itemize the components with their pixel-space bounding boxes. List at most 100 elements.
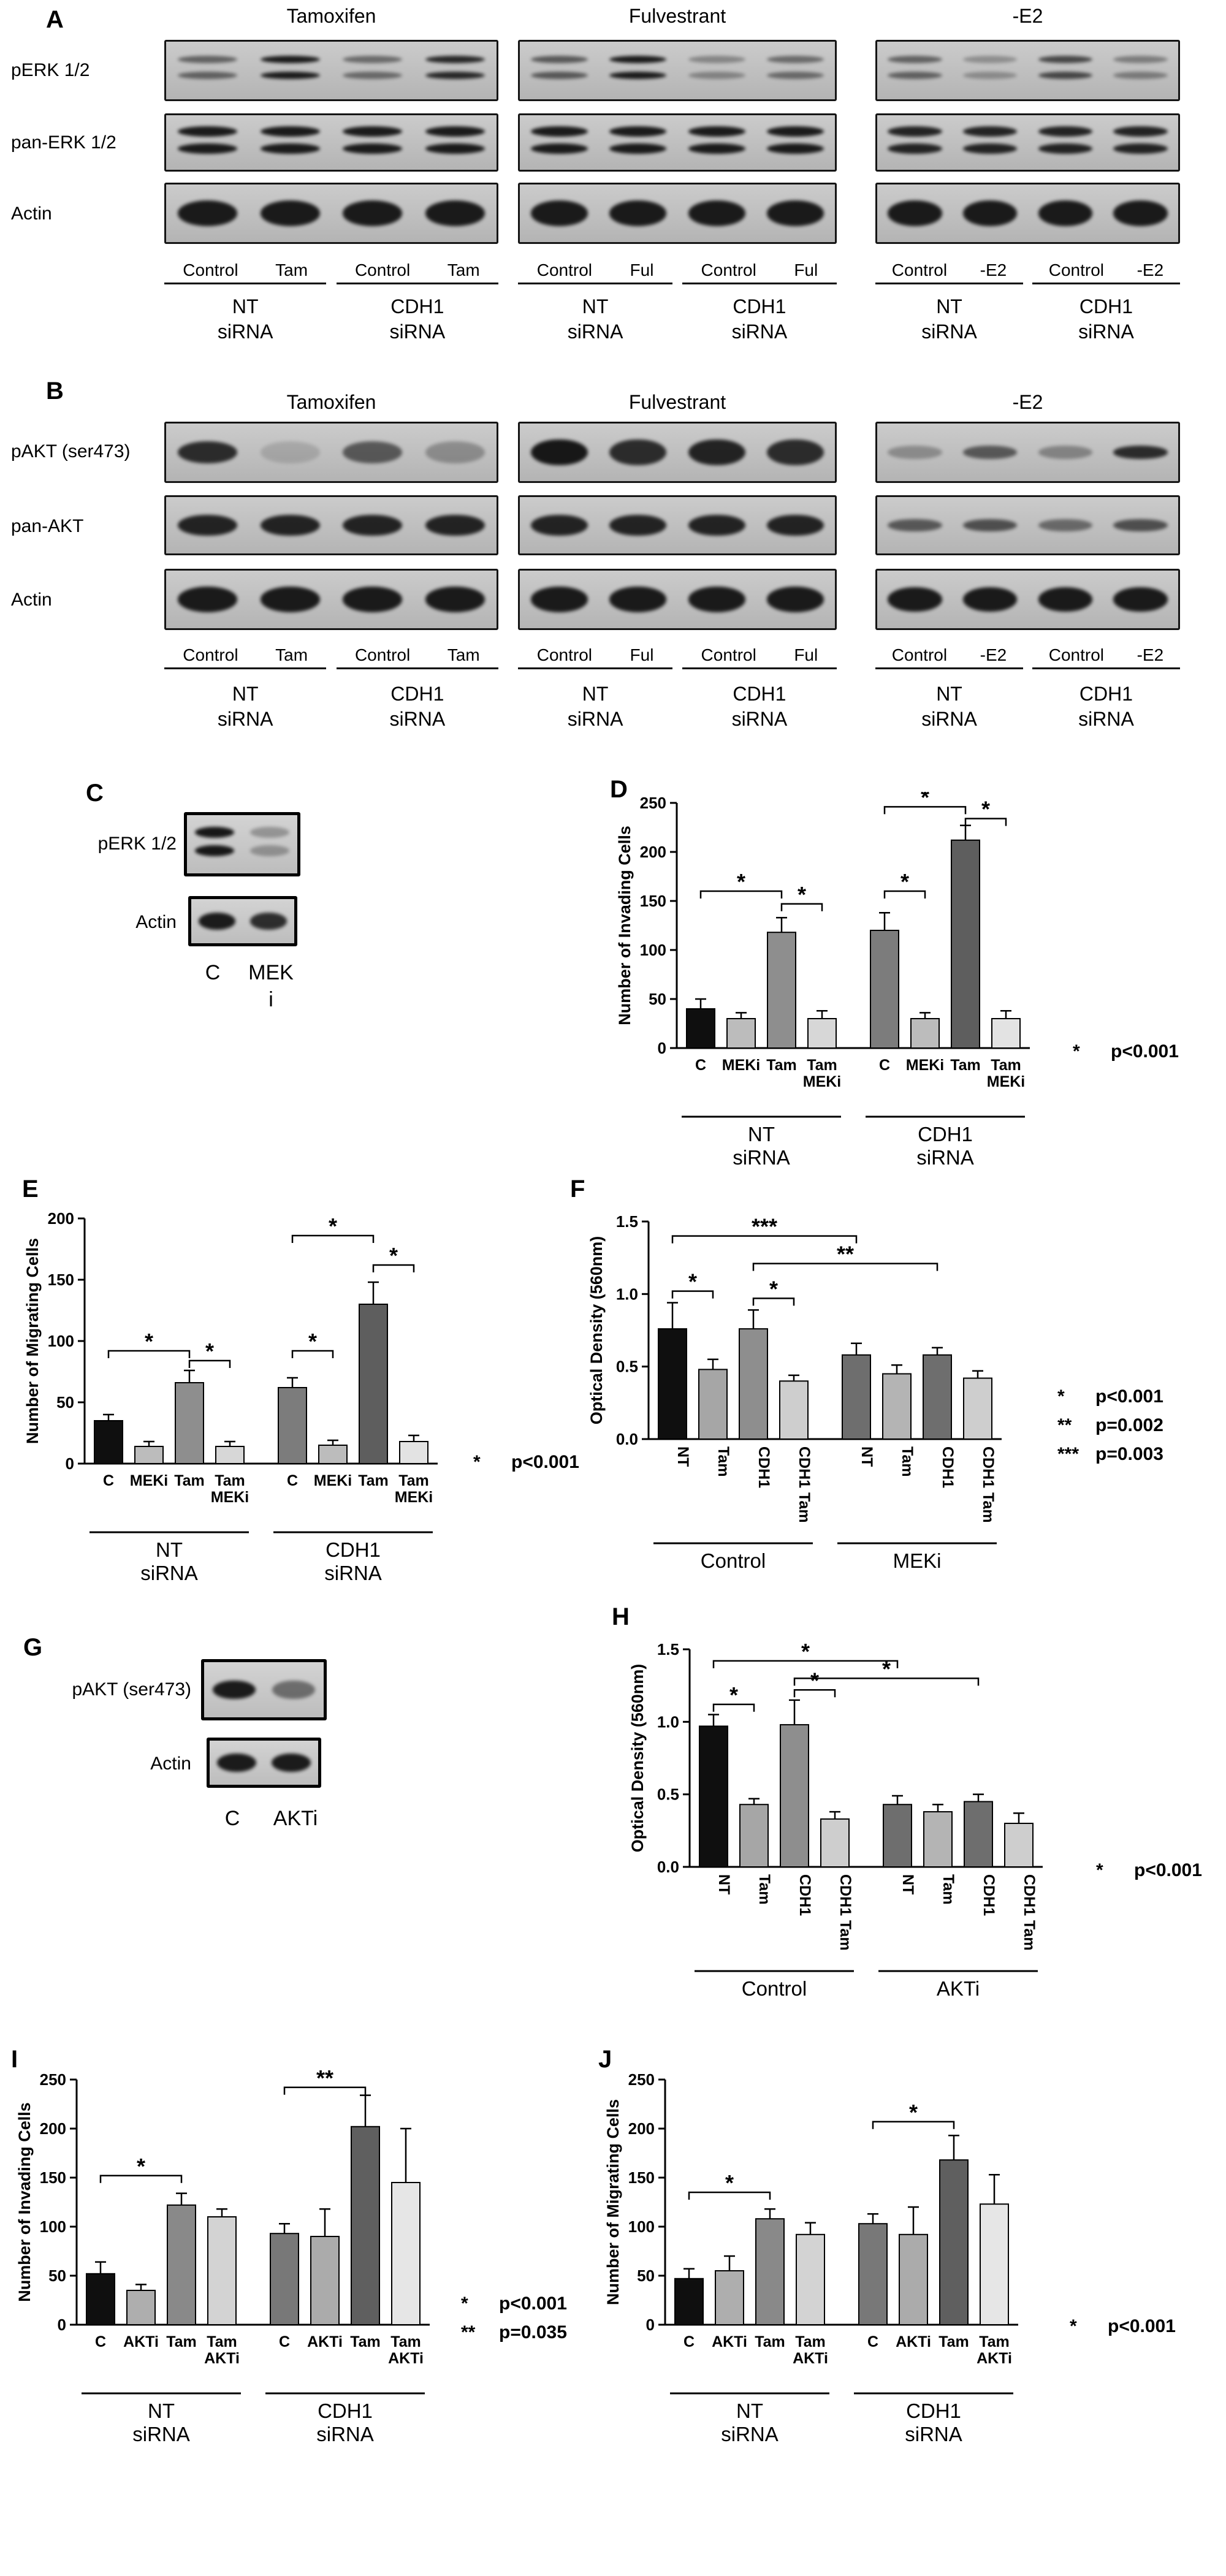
blot-band: [688, 71, 745, 80]
x-label: Tam: [166, 2333, 197, 2350]
blot-image: [875, 569, 1180, 630]
sig-bracket: [291, 1234, 375, 1243]
note-text: p=0.003: [1095, 1444, 1163, 1464]
blot-band: [609, 126, 666, 137]
treatment-title: Tamoxifen: [286, 391, 376, 413]
y-tick-label: 0.0: [616, 1430, 638, 1448]
sig-stars: ***: [752, 1214, 777, 1239]
blot-group-2: Fulvestrant Control Ful Control Ful NT siRNA C…: [518, 0, 837, 380]
note-panel-h: * p<0.001: [1096, 1856, 1202, 1885]
sirna-label: NT siRNA: [217, 295, 273, 343]
note-stars: ***: [1057, 1444, 1079, 1464]
x-label: AKTi: [388, 2350, 424, 2367]
sirna-labels: NT siRNA CDH1 siRNA: [518, 294, 837, 344]
x-label: MEKi: [803, 1073, 842, 1090]
group-label: siRNA: [140, 1562, 198, 1584]
sig-bracket: [688, 2191, 771, 2200]
blot-image-actin: [188, 896, 297, 946]
blot-image: [518, 113, 837, 172]
blot-row-label-actin: Actin: [11, 203, 52, 224]
x-label: AKTi: [204, 2350, 240, 2367]
sirna-labels: NT siRNA CDH1 siRNA: [875, 294, 1180, 344]
blot-row-label-perk: pERK 1/2: [11, 60, 90, 80]
y-tick-label: 0.5: [616, 1358, 638, 1376]
sig-bracket: [99, 2175, 183, 2183]
blot-band: [530, 200, 588, 226]
blot-band: [962, 200, 1018, 226]
significance-note-line: * p<0.001: [1073, 1037, 1179, 1066]
blot-band: [425, 514, 485, 536]
bar: [126, 2290, 156, 2325]
blot-band: [177, 441, 237, 463]
x-label: NT: [858, 1446, 875, 1467]
blot-band: [343, 587, 403, 612]
lane-label: Ful: [794, 645, 818, 664]
bar: [923, 1811, 953, 1868]
blot-band: [177, 514, 237, 536]
sig-stars: *: [921, 792, 929, 810]
blot-band: [343, 71, 403, 80]
significance-note-line: * p<0.001: [473, 1448, 579, 1476]
y-tick-label: 150: [48, 1271, 74, 1289]
lane-pair: Control -E2: [1032, 645, 1180, 669]
chart-svg-D: 0 50 100 150 200 250 Number of Invading Cells C…: [615, 785, 1030, 1169]
x-label: C: [279, 2333, 290, 2350]
blot-band: [1038, 126, 1093, 137]
blot-band: [425, 143, 485, 154]
x-label: C: [287, 1472, 298, 1489]
blot-band: [767, 71, 824, 80]
sirna-label: CDH1 siRNA: [1078, 295, 1134, 343]
sirna-labels: NT siRNA CDH1 siRNA: [875, 682, 1180, 732]
x-label: Tam: [950, 1057, 981, 1074]
blot-band: [767, 439, 824, 466]
blot-band: [1038, 143, 1093, 154]
panel-c: pERK 1/2 Actin C MEK i: [0, 778, 1226, 1024]
x-label: Tam: [715, 1446, 732, 1477]
sig-stars: *: [205, 1339, 214, 1364]
note-stars: **: [461, 2322, 476, 2342]
lane-label: Control: [891, 260, 948, 279]
lane-labels: Control -E2 Control -E2: [875, 645, 1180, 669]
blot-band: [177, 143, 237, 154]
x-label: Tam: [215, 1472, 245, 1489]
blot-row-label-panerk: pan-ERK 1/2: [11, 132, 116, 153]
x-label: Tam: [174, 1472, 205, 1489]
blot-band: [688, 143, 745, 154]
lane-pair: Control -E2: [875, 645, 1024, 669]
bar: [658, 1328, 687, 1440]
blot-image: [164, 40, 498, 101]
panel-label-d: D: [610, 776, 628, 803]
sig-bracket: [283, 2086, 367, 2095]
blot-band: [177, 55, 237, 63]
lane-label: Tam: [275, 645, 308, 664]
sig-stars: *: [137, 2154, 145, 2179]
blot-group-3: -E2 Control -E2 Control -E2 NT siRNA CDH1 siRN…: [875, 0, 1180, 380]
y-tick-label: 200: [628, 2119, 655, 2138]
sig-bracket: [188, 1359, 231, 1368]
lane-label: Control: [891, 645, 948, 664]
blot-band: [1113, 519, 1168, 532]
blot-band: [425, 126, 485, 137]
lane-label: Ful: [630, 645, 654, 664]
blot-band: [1038, 519, 1093, 532]
blot-row-label-pakt: pAKT (ser473): [72, 1679, 191, 1700]
panel-label-i: I: [11, 2046, 18, 2073]
lane-labels: Control Tam Control Tam: [164, 260, 498, 284]
sig-bracket: [107, 1350, 191, 1358]
x-label: Tam: [795, 2333, 826, 2350]
lane-label: Ful: [630, 260, 654, 279]
x-label: CDH1: [796, 1874, 813, 1916]
blot-row-label-panakt: pan-AKT: [11, 516, 84, 536]
x-label: Tam: [350, 2333, 381, 2350]
blot-band: [530, 126, 588, 137]
y-tick-label: 200: [48, 1209, 74, 1228]
x-label: Tam: [979, 2333, 1010, 2350]
blot-band: [962, 587, 1018, 612]
blot-band: [888, 200, 942, 226]
note-stars: *: [1073, 1041, 1080, 1062]
blot-band: [425, 200, 485, 226]
blot-band: [688, 200, 745, 226]
lane-label: Ful: [794, 260, 818, 279]
y-tick-label: 150: [628, 2168, 655, 2187]
x-label: C: [95, 2333, 106, 2350]
